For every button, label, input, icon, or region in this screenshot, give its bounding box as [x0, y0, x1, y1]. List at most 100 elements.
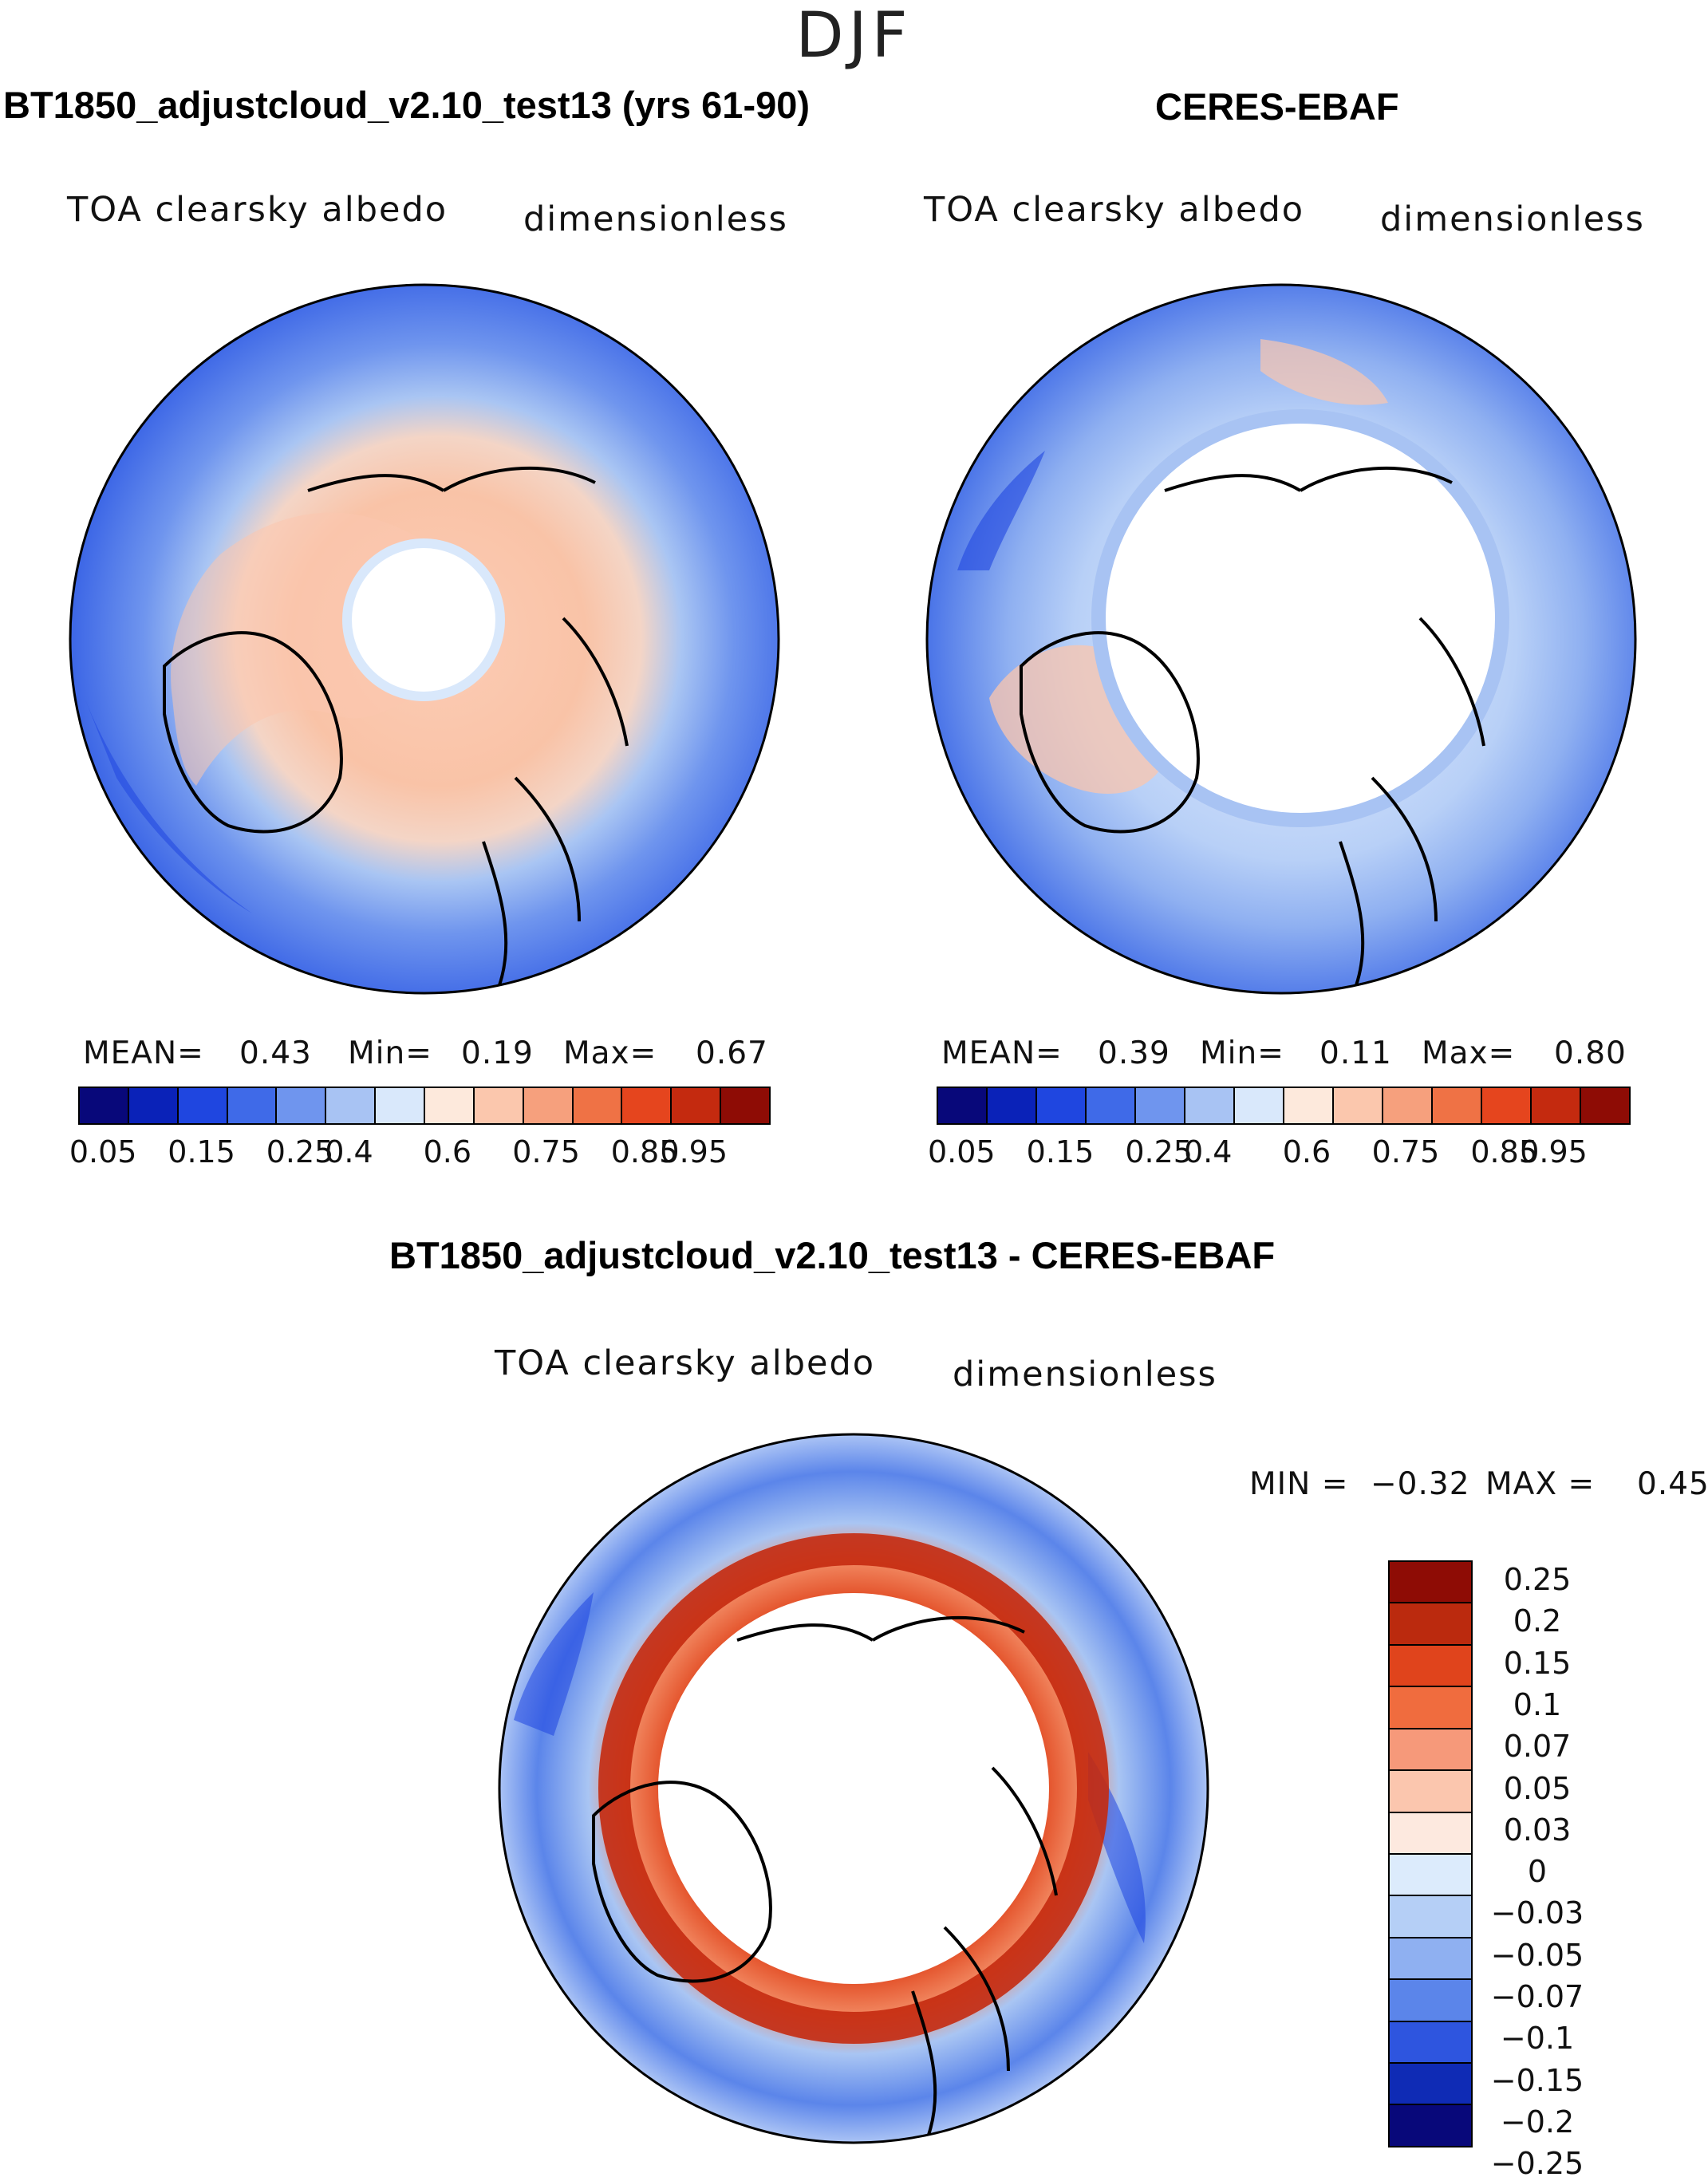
- panel-2-colorbar-swatch: [1482, 1088, 1532, 1123]
- panel-1-colorbar-tick-label: 0.6: [423, 1134, 472, 1169]
- panel-1-coastlines: [163, 466, 629, 986]
- panel-2-colorbar-swatch: [1334, 1088, 1383, 1123]
- diff-colorbar-tick-label: 0.15: [1503, 1645, 1572, 1681]
- panel-1-colorbar-swatch: [622, 1088, 673, 1123]
- panel-1-units: dimensionless: [523, 199, 788, 239]
- diff-colorbar-swatch: [1390, 1938, 1471, 1981]
- panel-2-max-value: 0.80: [1554, 1035, 1627, 1071]
- diff-colorbar-swatch: [1390, 1854, 1471, 1897]
- panel-1-min-value: 0.19: [461, 1035, 534, 1071]
- diff-map: [498, 1433, 1209, 2144]
- panel-2-coastlines: [1020, 466, 1485, 986]
- panel-1-colorbar-swatch: [721, 1088, 770, 1123]
- panel-2-polar-gap: [1106, 424, 1495, 813]
- panel-1-colorbar-swatch: [80, 1088, 129, 1123]
- panel-2-colorbar-tick-label: 0.15: [1026, 1134, 1095, 1169]
- panel-1-colorbar-swatch: [474, 1088, 524, 1123]
- diff-negative-bands: [514, 1592, 1146, 1943]
- panel-2-colorbar-tick-label: 0.85: [1470, 1134, 1538, 1169]
- diff-variable: TOA clearsky albedo: [495, 1343, 876, 1383]
- panel-2-colorbar-tick-label: 0.4: [1183, 1134, 1233, 1169]
- diff-colorbar-swatch: [1390, 1896, 1471, 1938]
- panel-1-variable: TOA clearsky albedo: [67, 190, 448, 230]
- panel-1-colorbar-swatch: [178, 1088, 228, 1123]
- panel-2-colorbar-swatch: [1037, 1088, 1087, 1123]
- panel-1-mean-label: MEAN=: [83, 1035, 204, 1071]
- diff-units: dimensionless: [953, 1355, 1217, 1394]
- panel-1-max-label: Max=: [563, 1035, 657, 1071]
- diff-colorbar-tick-label: −0.2: [1500, 2104, 1575, 2140]
- panel-2-colorbar-tick-label: 0.95: [1520, 1134, 1588, 1169]
- panel-2-mean-label: MEAN=: [941, 1035, 1063, 1071]
- diff-polar-gap: [658, 1593, 1049, 1984]
- panel-1-colorbar-tick-label: 0.15: [168, 1134, 235, 1169]
- diff-map-border: [498, 1433, 1209, 2144]
- panel-1-colorbar-tick-label: 0.4: [325, 1134, 373, 1169]
- panel-1-colorbar: [78, 1087, 771, 1125]
- panel-2-title: CERES-EBAF: [1155, 85, 1399, 128]
- panel-1-colorbar-tick-label: 0.75: [512, 1134, 580, 1169]
- panel-2-map-border: [925, 283, 1637, 995]
- panel-1-max-value: 0.67: [696, 1035, 768, 1071]
- diff-colorbar-tick-label: −0.07: [1490, 1979, 1584, 2014]
- panel-2-min-value: 0.11: [1319, 1035, 1392, 1071]
- diff-colorbar-ticks: 0.25 0.2 0.15 0.1 0.07 0.05 0.03 0 −0.03 −0.05 −0.…: [1477, 1560, 1621, 2181]
- panel-1-title: BT1850_adjustcloud_v2.10_test13 (yrs 61-…: [3, 84, 811, 126]
- diff-colorbar-tick-label: −0.25: [1490, 2146, 1584, 2181]
- panel-2-colorbar-swatch: [1136, 1088, 1185, 1123]
- panel-1-mean-value: 0.43: [239, 1035, 312, 1071]
- panel-1-colorbar-swatch: [523, 1088, 574, 1123]
- panel-2-variable: TOA clearsky albedo: [924, 190, 1305, 230]
- diff-colorbar: [1388, 1560, 1473, 2147]
- panel-2-colorbar-swatch: [1532, 1088, 1581, 1123]
- panel-1-colorbar-swatch: [326, 1088, 377, 1123]
- panel-2-colorbar: [937, 1087, 1631, 1125]
- diff-colorbar-swatch: [1390, 1687, 1471, 1729]
- diff-colorbar-swatch: [1390, 2064, 1471, 2106]
- diff-min-value: −0.32: [1371, 1466, 1470, 1502]
- diff-colorbar-tick-label: 0.25: [1503, 1562, 1572, 1598]
- diff-polar-positive-ring: [598, 1533, 1109, 2044]
- panel-2-colorbar-tick-label: 0.25: [1125, 1134, 1193, 1169]
- panel-1-colorbar-tick-label: 0.95: [660, 1134, 728, 1169]
- panel-2-mean-value: 0.39: [1098, 1035, 1170, 1071]
- panel-2-colorbar-swatch: [1087, 1088, 1136, 1123]
- panel-1-colorbar-swatch: [128, 1088, 179, 1123]
- diff-colorbar-tick-label: −0.1: [1500, 2021, 1575, 2057]
- panel-1-colorbar-tick-label: 0.05: [69, 1134, 137, 1169]
- panel-2-siberia-high: [1260, 339, 1388, 405]
- panel-2-colorbar-swatch: [988, 1088, 1037, 1123]
- panel-1-colorbar-swatch: [277, 1088, 327, 1123]
- panel-2-colorbar-swatch: [1433, 1088, 1482, 1123]
- diff-colorbar-tick-label: −0.05: [1490, 1937, 1584, 1973]
- diff-colorbar-tick-label: 0.03: [1503, 1812, 1572, 1848]
- panel-2-colorbar-swatch: [1185, 1088, 1235, 1123]
- diff-colorbar-swatch: [1390, 1729, 1471, 1772]
- diff-colorbar-swatch: [1390, 2021, 1471, 2065]
- diff-coastlines: [592, 1615, 1058, 2136]
- panel-2-ocean-low: [957, 451, 1045, 570]
- diff-colorbar-swatch: [1390, 1645, 1471, 1688]
- panel-1-colorbar-tick-label: 0.25: [266, 1134, 334, 1169]
- panel-2-colorbar-tick-label: 0.6: [1282, 1134, 1331, 1169]
- panel-2-colorbar-swatch: [1383, 1088, 1433, 1123]
- panel-2-colorbar-swatch: [938, 1088, 988, 1123]
- diff-colorbar-swatch: [1390, 1812, 1471, 1855]
- panel-2-colorbar-tick-label: 0.05: [927, 1134, 996, 1169]
- panel-2-colorbar-swatch: [1581, 1088, 1629, 1123]
- panel-2-colorbar-tick-label: 0.75: [1371, 1134, 1440, 1169]
- panel-1-colorbar-ticks: 0.05 0.15 0.25 0.4 0.6 0.75 0.85 0.95: [69, 1134, 767, 1174]
- panel-1-map-border: [69, 283, 780, 995]
- diff-colorbar-tick-label: −0.15: [1490, 2062, 1584, 2098]
- panel-1-map: [69, 283, 780, 995]
- panel-1-colorbar-swatch: [227, 1088, 278, 1123]
- panel-2-colorbar-swatch: [1284, 1088, 1334, 1123]
- diff-colorbar-tick-label: 0.1: [1513, 1687, 1562, 1722]
- panel-2-map: [925, 283, 1637, 995]
- panel-1-colorbar-swatch: [573, 1088, 623, 1123]
- panel-1-colorbar-swatch: [376, 1088, 426, 1123]
- diff-colorbar-tick-label: −0.03: [1490, 1895, 1584, 1931]
- panel-2-min-label: Min=: [1200, 1035, 1284, 1071]
- diff-colorbar-swatch: [1390, 1771, 1471, 1813]
